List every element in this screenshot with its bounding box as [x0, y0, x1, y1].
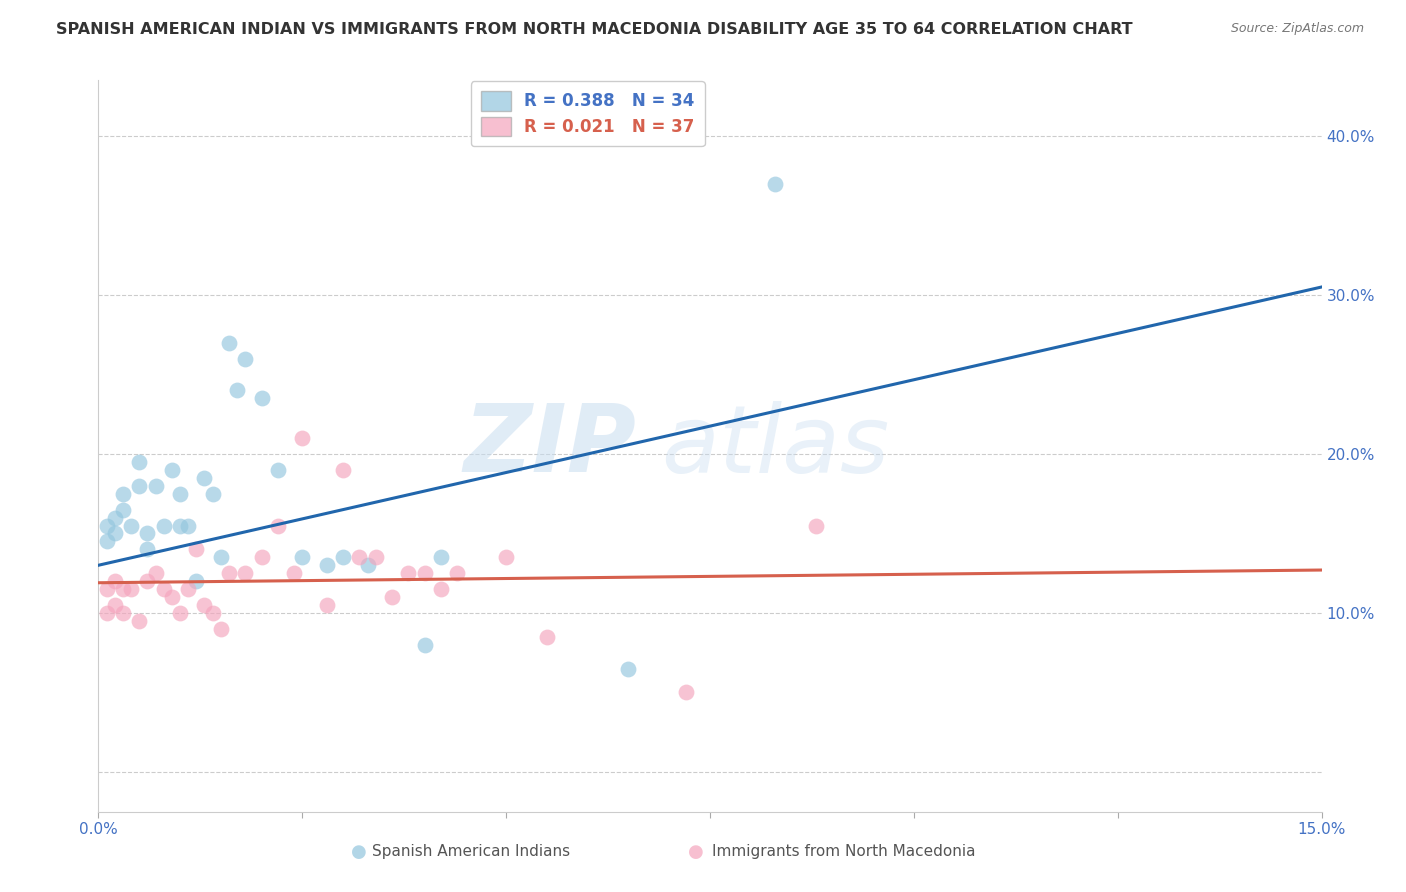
Point: [169, 606, 191, 620]
Point: [152, 582, 174, 596]
Point: [193, 598, 215, 612]
Point: [267, 463, 290, 477]
Point: [233, 351, 256, 366]
Point: [446, 566, 468, 581]
Point: [356, 558, 378, 573]
Point: [250, 550, 273, 565]
Point: [209, 622, 232, 636]
Point: [332, 463, 354, 477]
Point: [169, 518, 191, 533]
Point: [675, 685, 697, 699]
Text: ●: ●: [350, 843, 367, 861]
Point: [160, 590, 183, 604]
Point: [413, 566, 436, 581]
Point: [111, 606, 134, 620]
Point: [177, 582, 200, 596]
Point: [396, 566, 419, 581]
Point: [128, 455, 150, 469]
Point: [267, 518, 290, 533]
Point: [381, 590, 404, 604]
Point: [96, 606, 118, 620]
Point: [120, 582, 142, 596]
Point: [349, 550, 371, 565]
Point: [111, 486, 134, 500]
Point: [430, 550, 453, 565]
Text: ●: ●: [688, 843, 704, 861]
Point: [186, 542, 208, 557]
Text: SPANISH AMERICAN INDIAN VS IMMIGRANTS FROM NORTH MACEDONIA DISABILITY AGE 35 TO : SPANISH AMERICAN INDIAN VS IMMIGRANTS FR…: [56, 22, 1133, 37]
Point: [250, 392, 273, 406]
Point: [332, 550, 354, 565]
Point: [201, 606, 224, 620]
Point: [193, 471, 215, 485]
Point: [96, 534, 118, 549]
Point: [96, 518, 118, 533]
Point: [104, 526, 127, 541]
Point: [283, 566, 305, 581]
Point: [226, 384, 249, 398]
Point: [111, 582, 134, 596]
Text: Source: ZipAtlas.com: Source: ZipAtlas.com: [1230, 22, 1364, 36]
Text: Spanish American Indians: Spanish American Indians: [373, 845, 569, 859]
Point: [128, 479, 150, 493]
Point: [315, 598, 337, 612]
Point: [136, 574, 159, 589]
Point: [291, 550, 314, 565]
Point: [160, 463, 183, 477]
Point: [145, 566, 167, 581]
Point: [218, 335, 240, 350]
Point: [413, 638, 436, 652]
Point: [364, 550, 387, 565]
Point: [136, 542, 159, 557]
Point: [177, 518, 200, 533]
Point: [201, 486, 224, 500]
Point: [152, 518, 174, 533]
Point: [169, 486, 191, 500]
Text: atlas: atlas: [661, 401, 890, 491]
Point: [104, 510, 127, 524]
Point: [315, 558, 337, 573]
Point: [128, 614, 150, 628]
Legend: R = 0.388   N = 34, R = 0.021   N = 37: R = 0.388 N = 34, R = 0.021 N = 37: [471, 81, 704, 146]
Text: Immigrants from North Macedonia: Immigrants from North Macedonia: [711, 845, 976, 859]
Point: [120, 518, 142, 533]
Point: [763, 177, 786, 191]
Point: [536, 630, 558, 644]
Point: [96, 582, 118, 596]
Point: [104, 574, 127, 589]
Point: [804, 518, 827, 533]
Point: [291, 431, 314, 445]
Point: [233, 566, 256, 581]
Point: [111, 502, 134, 516]
Point: [617, 662, 640, 676]
Point: [209, 550, 232, 565]
Point: [145, 479, 167, 493]
Point: [430, 582, 453, 596]
Point: [104, 598, 127, 612]
Point: [136, 526, 159, 541]
Point: [495, 550, 517, 565]
Point: [186, 574, 208, 589]
Point: [218, 566, 240, 581]
Text: ZIP: ZIP: [464, 400, 637, 492]
